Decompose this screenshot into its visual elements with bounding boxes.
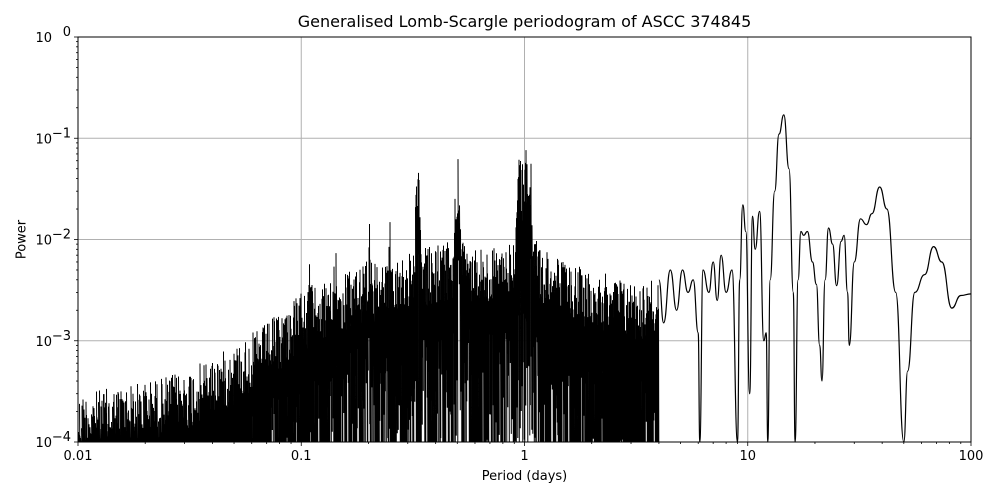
- y-tick-label: 10: [35, 31, 52, 46]
- y-tick-exponent: −3: [52, 329, 71, 344]
- chart-title: Generalised Lomb-Scargle periodogram of …: [297, 12, 752, 31]
- y-tick-label: 10: [35, 436, 52, 451]
- y-tick-exponent: 0: [63, 25, 71, 40]
- x-tick-label: 10: [739, 449, 756, 464]
- long-period-curve-path: [658, 114, 972, 443]
- y-tick-exponent: −1: [52, 126, 71, 141]
- dense-periodogram-path: [77, 150, 660, 443]
- y-tick-exponent: −4: [52, 430, 71, 445]
- y-tick-label: 10: [35, 132, 52, 147]
- x-tick-label: 1: [520, 449, 528, 464]
- x-tick-label: 0.1: [291, 449, 312, 464]
- x-tick-label: 0.01: [64, 449, 93, 464]
- y-tick-label: 10: [35, 234, 52, 249]
- periodogram-series: [77, 114, 972, 443]
- x-tick-label: 100: [959, 449, 984, 464]
- y-tick-label: 10: [35, 335, 52, 350]
- x-axis-label: Period (days): [481, 469, 568, 484]
- y-tick-exponent: −2: [52, 228, 71, 243]
